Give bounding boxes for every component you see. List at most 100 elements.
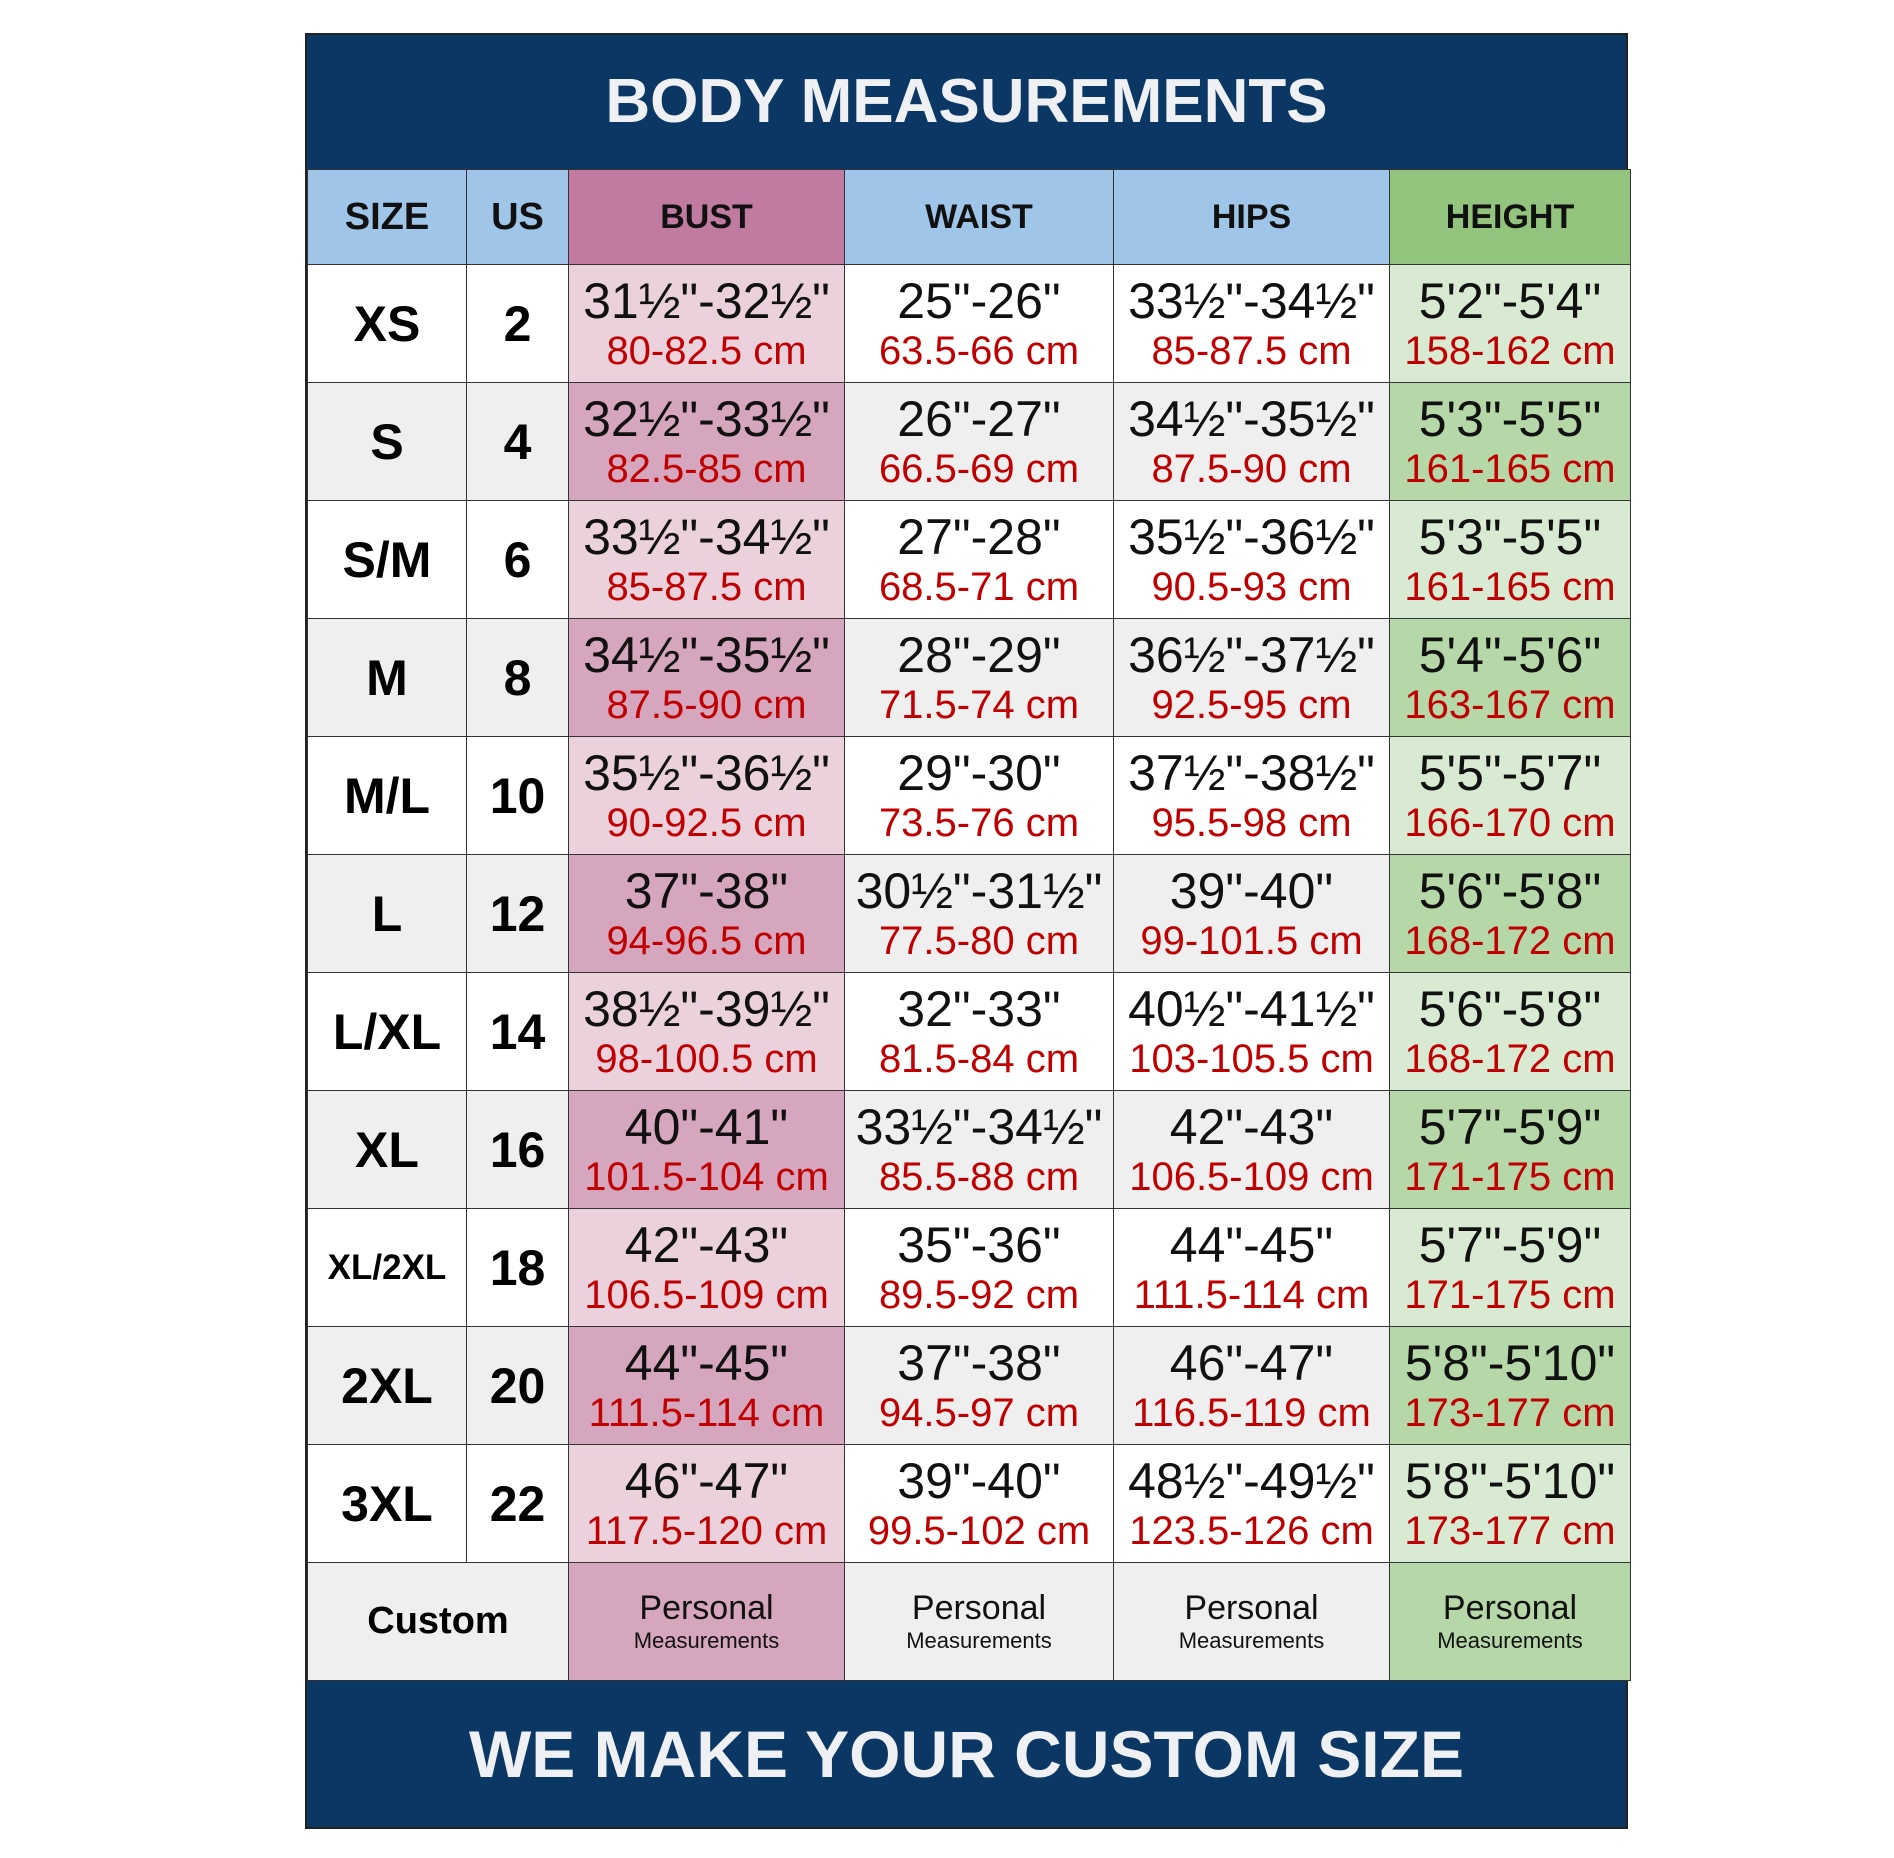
height-inches: 5'7"-5'9" [1418, 1098, 1602, 1155]
height-cell: 5'3"-5'5" 161-165 cm [1389, 382, 1631, 501]
waist-cm: 81.5-84 cm [878, 1036, 1080, 1081]
header-row: SIZE US BUST WAIST HIPS HEIGHT [307, 169, 1631, 265]
us-size-cell: 4 [466, 382, 569, 501]
waist-cm: 99.5-102 cm [867, 1508, 1091, 1553]
height-inches: 5'5"-5'7" [1418, 744, 1602, 801]
hips-inches: 44"-45" [1169, 1216, 1334, 1273]
hips-cm: 123.5-126 cm [1129, 1508, 1374, 1553]
size-cell: 3XL [307, 1444, 467, 1563]
bust-inches: 34½"-35½" [583, 626, 830, 683]
size-chart: BODY MEASUREMENTS SIZE US BUST WAIST HIP… [305, 33, 1631, 1829]
height-cell: 5'7"-5'9" 171-175 cm [1389, 1090, 1631, 1209]
measurements-label: Measurements [906, 1627, 1052, 1653]
us-size-cell: 14 [466, 972, 569, 1091]
bust-cell: 35½"-36½" 90-92.5 cm [568, 736, 845, 855]
personal-label: Personal [1184, 1588, 1319, 1627]
header-waist: WAIST [844, 169, 1114, 265]
bust-inches: 31½"-32½" [583, 272, 830, 329]
header-hips: HIPS [1113, 169, 1390, 265]
bust-inches: 33½"-34½" [583, 508, 830, 565]
bust-cell: 40"-41" 101.5-104 cm [568, 1090, 845, 1209]
bust-inches: 35½"-36½" [583, 744, 830, 801]
custom-label: Custom [307, 1562, 569, 1681]
waist-cm: 63.5-66 cm [878, 328, 1080, 373]
hips-inches: 34½"-35½" [1128, 390, 1375, 447]
height-cm: 171-175 cm [1404, 1272, 1616, 1317]
hips-inches: 37½"-38½" [1128, 744, 1375, 801]
bust-inches: 46"-47" [624, 1452, 789, 1509]
table-row: S/M 6 33½"-34½" 85-87.5 cm 27"-28" 68.5-71 cm… [307, 500, 1631, 619]
bust-cell: 34½"-35½" 87.5-90 cm [568, 618, 845, 737]
waist-inches: 29"-30" [897, 744, 1061, 801]
waist-cm: 71.5-74 cm [878, 682, 1080, 727]
height-cell: 5'6"-5'8" 168-172 cm [1389, 854, 1631, 973]
hips-cell: 35½"-36½" 90.5-93 cm [1113, 500, 1390, 619]
bust-cm: 90-92.5 cm [606, 800, 807, 845]
personal-label: Personal [639, 1588, 774, 1627]
table-row: XL 16 40"-41" 101.5-104 cm 33½"-34½" 85.5-88 … [307, 1090, 1631, 1209]
height-cm: 166-170 cm [1404, 800, 1616, 845]
bust-cell: 44"-45" 111.5-114 cm [568, 1326, 845, 1445]
hips-cell: 40½"-41½" 103-105.5 cm [1113, 972, 1390, 1091]
header-us: US [466, 169, 569, 265]
hips-custom-cell: Personal Measurements [1113, 1562, 1390, 1681]
hips-cm: 90.5-93 cm [1151, 564, 1352, 609]
height-cm: 168-172 cm [1404, 1036, 1616, 1081]
hips-cm: 116.5-119 cm [1132, 1390, 1371, 1435]
size-cell: M [307, 618, 467, 737]
measurements-label: Measurements [1437, 1627, 1583, 1653]
height-inches: 5'2"-5'4" [1418, 272, 1602, 329]
bust-inches: 32½"-33½" [583, 390, 830, 447]
us-size-cell: 6 [466, 500, 569, 619]
hips-cell: 42"-43" 106.5-109 cm [1113, 1090, 1390, 1209]
table-row: M/L 10 35½"-36½" 90-92.5 cm 29"-30" 73.5-76 c… [307, 736, 1631, 855]
bust-cell: 32½"-33½" 82.5-85 cm [568, 382, 845, 501]
waist-cell: 25"-26" 63.5-66 cm [844, 264, 1114, 383]
hips-cell: 34½"-35½" 87.5-90 cm [1113, 382, 1390, 501]
size-cell: L [307, 854, 467, 973]
height-inches: 5'4"-5'6" [1418, 626, 1602, 683]
waist-cell: 39"-40" 99.5-102 cm [844, 1444, 1114, 1563]
hips-inches: 33½"-34½" [1128, 272, 1375, 329]
bust-cell: 42"-43" 106.5-109 cm [568, 1208, 845, 1327]
table-row: L 12 37"-38" 94-96.5 cm 30½"-31½" 77.5-80 cm 3… [307, 854, 1631, 973]
height-cell: 5'7"-5'9" 171-175 cm [1389, 1208, 1631, 1327]
measurements-table: SIZE US BUST WAIST HIPS HEIGHT XS 2 31½"-3… [307, 169, 1631, 1681]
hips-cm: 85-87.5 cm [1151, 328, 1352, 373]
bust-cell: 31½"-32½" 80-82.5 cm [568, 264, 845, 383]
bust-custom-cell: Personal Measurements [568, 1562, 845, 1681]
height-cell: 5'5"-5'7" 166-170 cm [1389, 736, 1631, 855]
table-row: XS 2 31½"-32½" 80-82.5 cm 25"-26" 63.5-66 cm 3… [307, 264, 1631, 383]
height-cell: 5'3"-5'5" 161-165 cm [1389, 500, 1631, 619]
height-inches: 5'3"-5'5" [1418, 508, 1602, 565]
table-row: 3XL 22 46"-47" 117.5-120 cm 39"-40" 99.5-102 … [307, 1444, 1631, 1563]
height-cm: 161-165 cm [1404, 446, 1616, 491]
waist-custom-cell: Personal Measurements [844, 1562, 1114, 1681]
hips-cell: 48½"-49½" 123.5-126 cm [1113, 1444, 1390, 1563]
table-row: S 4 32½"-33½" 82.5-85 cm 26"-27" 66.5-69 cm 34… [307, 382, 1631, 501]
header-height: HEIGHT [1389, 169, 1631, 265]
table-row: XL/2XL 18 42"-43" 106.5-109 cm 35"-36" 89.5-9… [307, 1208, 1631, 1327]
hips-cm: 95.5-98 cm [1151, 800, 1352, 845]
waist-cell: 28"-29" 71.5-74 cm [844, 618, 1114, 737]
waist-cm: 73.5-76 cm [878, 800, 1080, 845]
size-cell: L/XL [307, 972, 467, 1091]
height-custom-cell: Personal Measurements [1389, 1562, 1631, 1681]
hips-cm: 92.5-95 cm [1151, 682, 1352, 727]
hips-cm: 103-105.5 cm [1129, 1036, 1374, 1081]
waist-inches: 35"-36" [897, 1216, 1061, 1273]
waist-cell: 33½"-34½" 85.5-88 cm [844, 1090, 1114, 1209]
hips-inches: 35½"-36½" [1128, 508, 1375, 565]
height-cell: 5'8"-5'10" 173-177 cm [1389, 1444, 1631, 1563]
bust-cm: 111.5-114 cm [588, 1390, 825, 1435]
waist-cm: 77.5-80 cm [878, 918, 1080, 963]
waist-cm: 66.5-69 cm [878, 446, 1080, 491]
size-cell: XS [307, 264, 467, 383]
bust-cell: 38½"-39½" 98-100.5 cm [568, 972, 845, 1091]
hips-inches: 40½"-41½" [1128, 980, 1375, 1037]
hips-cell: 33½"-34½" 85-87.5 cm [1113, 264, 1390, 383]
waist-inches: 37"-38" [897, 1334, 1061, 1391]
hips-inches: 39"-40" [1169, 862, 1334, 919]
hips-cell: 37½"-38½" 95.5-98 cm [1113, 736, 1390, 855]
height-cell: 5'6"-5'8" 168-172 cm [1389, 972, 1631, 1091]
